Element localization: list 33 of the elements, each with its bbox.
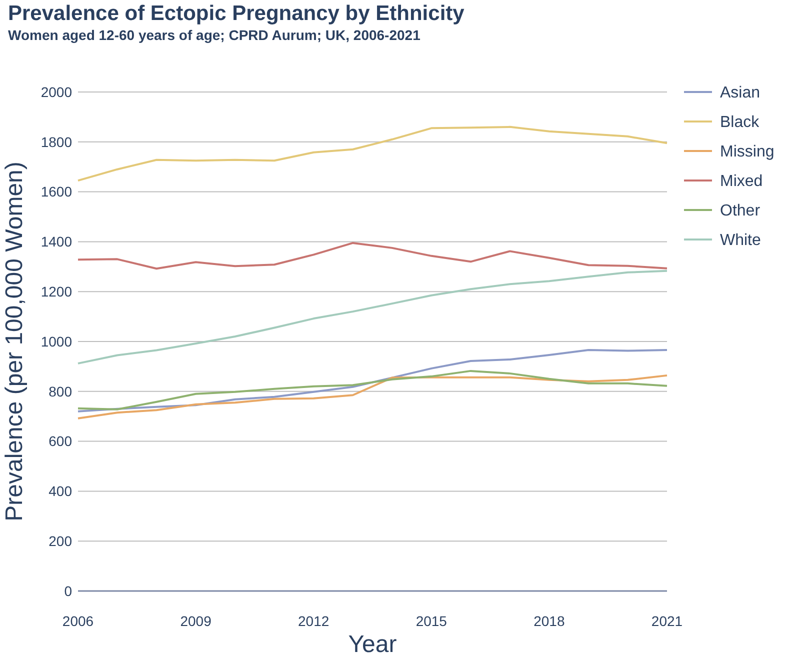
x-axis-title: Year	[348, 631, 397, 658]
line-series	[77, 348, 668, 412]
y-tick-label: 1800	[40, 134, 72, 150]
y-tick-label: 0	[64, 582, 72, 599]
x-tick-label: 2018	[534, 613, 565, 629]
line-series	[77, 242, 668, 270]
legend-label: White	[720, 232, 761, 250]
y-axis-title: Prevalence (per 100,000 Women)	[1, 162, 28, 522]
y-tick-label: 1000	[40, 333, 72, 350]
line-series	[77, 270, 668, 364]
legend-label: Mixed	[720, 173, 763, 190]
x-tick-label: 2009	[180, 613, 212, 629]
y-tick-label: 1400	[40, 234, 72, 250]
y-tick-label: 800	[48, 383, 72, 400]
legend-label: Asian	[720, 84, 760, 102]
legend-label: Black	[720, 114, 760, 132]
x-tick-label: 2012	[298, 613, 330, 629]
y-tick-label: 1600	[40, 184, 72, 200]
legend-label: Missing	[720, 144, 774, 161]
y-tick-label: 200	[48, 533, 72, 549]
x-tick-label: 2015	[416, 613, 448, 629]
y-tick-label: 400	[48, 483, 72, 500]
legend-label: Other	[720, 202, 761, 220]
y-tick-label: 1200	[40, 284, 72, 300]
chart-subtitle: Women aged 12-60 years of age; CPRD Aurum; UK, 2006-2021	[8, 27, 421, 43]
y-tick-label: 600	[48, 433, 72, 450]
y-tick-label: 2000	[40, 84, 72, 100]
line-series	[77, 374, 668, 420]
chart-title: Prevalence of Ectopic Pregnancy by Ethnicity	[8, 2, 465, 25]
x-tick-label: 2006	[62, 613, 94, 629]
x-tick-label: 2021	[651, 613, 683, 629]
line-series	[77, 370, 668, 410]
line-series	[77, 126, 668, 182]
